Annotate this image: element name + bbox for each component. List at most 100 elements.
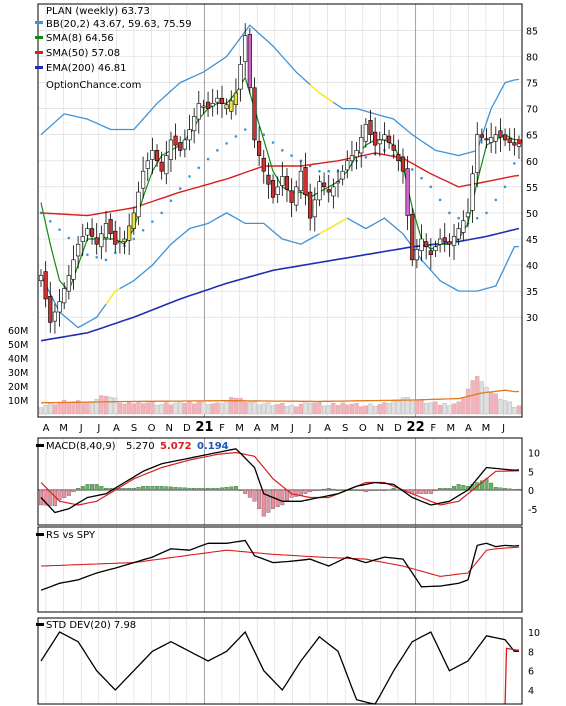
std-tick-label: 4 <box>528 686 534 697</box>
bb-middle-dot <box>420 176 423 180</box>
brand-label: OptionChance.com <box>46 80 141 91</box>
candle-body <box>359 137 364 154</box>
volume-bar <box>164 402 169 415</box>
volume-bar <box>465 388 471 415</box>
macd-histogram-bar <box>159 486 164 491</box>
candle-body <box>507 138 512 143</box>
rs-label: RS vs SPY <box>46 530 96 541</box>
macd-histogram-bar <box>424 489 429 494</box>
month-tick-label: J <box>308 423 312 434</box>
std-tick-label: 6 <box>528 667 534 678</box>
bb-middle-dot <box>262 133 266 137</box>
candle-body <box>233 92 239 106</box>
candle-body <box>303 167 308 195</box>
bb-middle-dot <box>513 162 516 165</box>
volume-bar <box>224 400 229 415</box>
candle-body <box>99 233 104 248</box>
bb-middle-dot <box>206 157 210 161</box>
candle-body <box>391 144 396 151</box>
candle-body <box>266 174 271 185</box>
month-tick-label: S <box>131 423 137 434</box>
candle-body <box>270 180 276 198</box>
macd-histogram-bar <box>192 487 197 491</box>
rs-vs-spy-panel <box>40 539 520 591</box>
bb-upper-highlight <box>309 84 334 104</box>
macd-histogram-bar <box>368 489 373 492</box>
candle-body <box>89 228 95 237</box>
month-tick-label: 22 <box>407 420 425 435</box>
macd-histogram-bar <box>377 489 382 491</box>
candle-body <box>373 131 378 146</box>
volume-bar <box>280 402 285 415</box>
macd-histogram-bar <box>168 486 173 491</box>
macd-histogram-bar <box>382 489 387 492</box>
candle-body <box>456 228 461 240</box>
bb-middle-dot <box>67 236 71 240</box>
macd-histogram-bar <box>433 489 438 492</box>
macd-histogram-bar <box>238 489 243 491</box>
candle-body <box>48 296 53 323</box>
macd-tick-label: -5 <box>528 505 537 516</box>
candle-body <box>196 103 201 120</box>
candle-body <box>363 123 368 142</box>
volume-bar <box>94 398 99 415</box>
candle-body <box>312 199 317 218</box>
macd-histogram-bar <box>438 487 443 491</box>
month-tick-label: O <box>148 423 156 434</box>
macd-histogram-bar <box>363 489 368 493</box>
volume-bar <box>127 401 132 415</box>
candle-body <box>257 140 262 156</box>
macd-histogram-bar <box>461 485 466 491</box>
candle-body <box>52 311 58 322</box>
bb-middle-dot <box>429 185 433 189</box>
candle-body <box>140 170 146 189</box>
volume-bar <box>85 402 90 415</box>
macd-histogram-bar <box>71 489 76 493</box>
volume-bar <box>335 404 341 415</box>
bb-middle-dot <box>113 251 117 255</box>
volume-bar <box>243 401 248 415</box>
bb-upper-line <box>40 24 520 157</box>
volume-bar <box>136 401 141 415</box>
candle-body <box>76 243 81 257</box>
price-tick-label: 40 <box>526 261 538 272</box>
bb-middle-dot <box>132 237 136 241</box>
candle-body <box>192 116 197 132</box>
month-tick-label: A <box>465 423 472 434</box>
price-tick-label: 75 <box>526 79 538 90</box>
legend-bb: BB(20,2) 43.67, 59.63, 75.59 <box>46 19 192 30</box>
volume-tick-label: 10M <box>8 396 28 407</box>
volume-bar <box>154 405 160 415</box>
macd-histogram-bar <box>178 487 183 491</box>
bb-middle-dot <box>169 199 173 203</box>
candle-body <box>414 249 420 261</box>
legend-sma50: SMA(50) 57.08 <box>46 48 120 59</box>
macd-histogram-bar <box>117 487 122 491</box>
std-dev-panel <box>40 630 520 705</box>
month-tick-label: A <box>324 423 331 434</box>
bb-middle-dot <box>410 168 414 171</box>
macd-histogram-bar <box>280 489 285 506</box>
volume-bar <box>103 395 109 415</box>
candle-body <box>131 212 136 229</box>
candle-body <box>354 150 359 158</box>
bb-middle-dot <box>95 255 98 259</box>
candle-body <box>465 212 471 218</box>
month-tick-label: D <box>394 423 402 434</box>
volume-bar <box>48 402 53 415</box>
candle-body <box>103 223 109 238</box>
bb-middle-dot <box>160 211 163 215</box>
macd-histogram-bar <box>503 488 508 491</box>
month-tick-label: J <box>290 423 294 434</box>
month-tick-label: D <box>183 423 191 434</box>
macd-histogram-bar <box>247 489 252 498</box>
month-tick-label: J <box>96 423 100 434</box>
macd-histogram-bar <box>294 489 299 497</box>
macd-histogram-bar <box>493 487 498 491</box>
macd-histogram-bar <box>507 488 512 491</box>
candle-body <box>229 100 234 112</box>
macd-histogram-bar <box>312 489 317 492</box>
macd-histogram-bar <box>201 487 206 491</box>
candle-body <box>187 129 192 141</box>
